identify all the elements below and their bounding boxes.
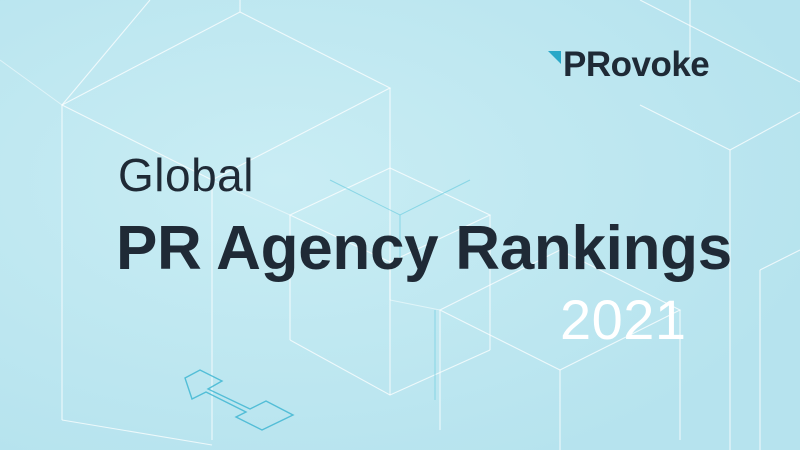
logo-tick-icon bbox=[548, 50, 561, 64]
headline-rankings: PR Agency Rankings bbox=[116, 214, 732, 283]
logo-wordmark: PRovoke bbox=[563, 44, 710, 84]
headline-global: Global bbox=[118, 149, 254, 201]
headline-year: 2021 bbox=[560, 288, 687, 351]
provoke-logo: PRovoke bbox=[548, 42, 710, 86]
